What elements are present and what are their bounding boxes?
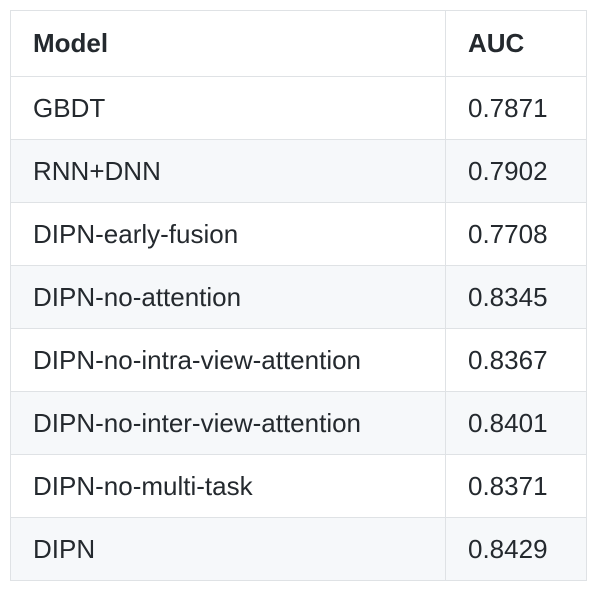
auc-cell: 0.7871 [445, 76, 587, 140]
model-cell: GBDT [10, 76, 446, 140]
table-row: DIPN-no-multi-task 0.8371 [10, 454, 587, 518]
table-row: RNN+DNN 0.7902 [10, 139, 587, 203]
table-row: DIPN-no-inter-view-attention 0.8401 [10, 391, 587, 455]
table-row: GBDT 0.7871 [10, 76, 587, 140]
table-body: GBDT 0.7871 RNN+DNN 0.7902 DIPN-early-fu… [10, 76, 587, 581]
model-cell: DIPN-no-inter-view-attention [10, 391, 446, 455]
model-cell: DIPN [10, 517, 446, 581]
auc-cell: 0.8371 [445, 454, 587, 518]
model-cell: RNN+DNN [10, 139, 446, 203]
model-cell: DIPN-no-multi-task [10, 454, 446, 518]
results-table: Model AUC GBDT 0.7871 RNN+DNN 0.7902 DIP… [10, 10, 587, 581]
auc-cell: 0.7708 [445, 202, 587, 266]
header-model: Model [10, 10, 446, 77]
header-auc: AUC [445, 10, 587, 77]
table-row: DIPN-no-intra-view-attention 0.8367 [10, 328, 587, 392]
table-row: DIPN-no-attention 0.8345 [10, 265, 587, 329]
auc-cell: 0.8401 [445, 391, 587, 455]
auc-cell: 0.8345 [445, 265, 587, 329]
header-row: Model AUC [10, 10, 587, 77]
model-cell: DIPN-no-intra-view-attention [10, 328, 446, 392]
auc-cell: 0.8367 [445, 328, 587, 392]
auc-cell: 0.8429 [445, 517, 587, 581]
table-header: Model AUC [10, 10, 587, 77]
model-cell: DIPN-no-attention [10, 265, 446, 329]
table-row: DIPN 0.8429 [10, 517, 587, 581]
model-cell: DIPN-early-fusion [10, 202, 446, 266]
results-table-container: Model AUC GBDT 0.7871 RNN+DNN 0.7902 DIP… [10, 10, 587, 581]
table-row: DIPN-early-fusion 0.7708 [10, 202, 587, 266]
auc-cell: 0.7902 [445, 139, 587, 203]
